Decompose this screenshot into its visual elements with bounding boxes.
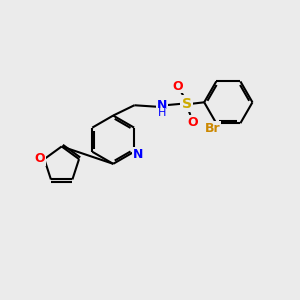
Text: O: O bbox=[172, 80, 183, 93]
Text: N: N bbox=[132, 148, 143, 160]
Text: N: N bbox=[157, 99, 167, 112]
Text: O: O bbox=[187, 116, 198, 128]
Text: H: H bbox=[158, 108, 166, 118]
Text: O: O bbox=[34, 152, 45, 165]
Text: Br: Br bbox=[205, 122, 220, 135]
Text: S: S bbox=[182, 97, 191, 111]
